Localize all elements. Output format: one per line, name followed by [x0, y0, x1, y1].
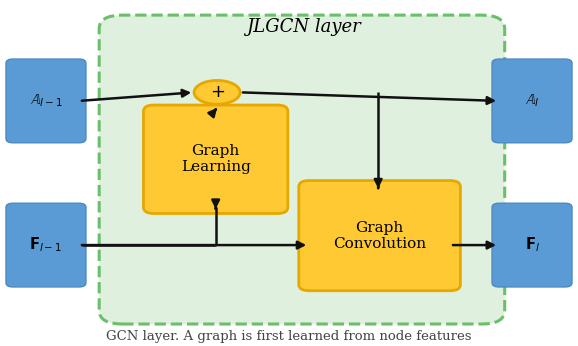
- Text: $+$: $+$: [210, 83, 225, 101]
- Text: Graph
Learning: Graph Learning: [181, 144, 251, 174]
- Text: $\mathbf{F}_{l}$: $\mathbf{F}_{l}$: [525, 236, 539, 254]
- Text: GCN layer. A graph is first learned from node features: GCN layer. A graph is first learned from…: [106, 329, 472, 343]
- FancyBboxPatch shape: [143, 105, 288, 213]
- Text: Graph
Convolution: Graph Convolution: [333, 220, 426, 251]
- FancyBboxPatch shape: [6, 203, 86, 287]
- FancyBboxPatch shape: [492, 203, 572, 287]
- Text: $\mathbb{A}_{l}$: $\mathbb{A}_{l}$: [525, 93, 539, 109]
- Text: JLGCN layer: JLGCN layer: [246, 18, 361, 36]
- Text: $\mathbb{A}_{l-1}$: $\mathbb{A}_{l-1}$: [29, 93, 62, 109]
- Text: $\mathbf{F}_{l-1}$: $\mathbf{F}_{l-1}$: [29, 236, 62, 254]
- FancyBboxPatch shape: [492, 59, 572, 143]
- FancyBboxPatch shape: [299, 181, 461, 291]
- FancyBboxPatch shape: [6, 59, 86, 143]
- FancyBboxPatch shape: [99, 15, 505, 324]
- Ellipse shape: [194, 80, 240, 104]
